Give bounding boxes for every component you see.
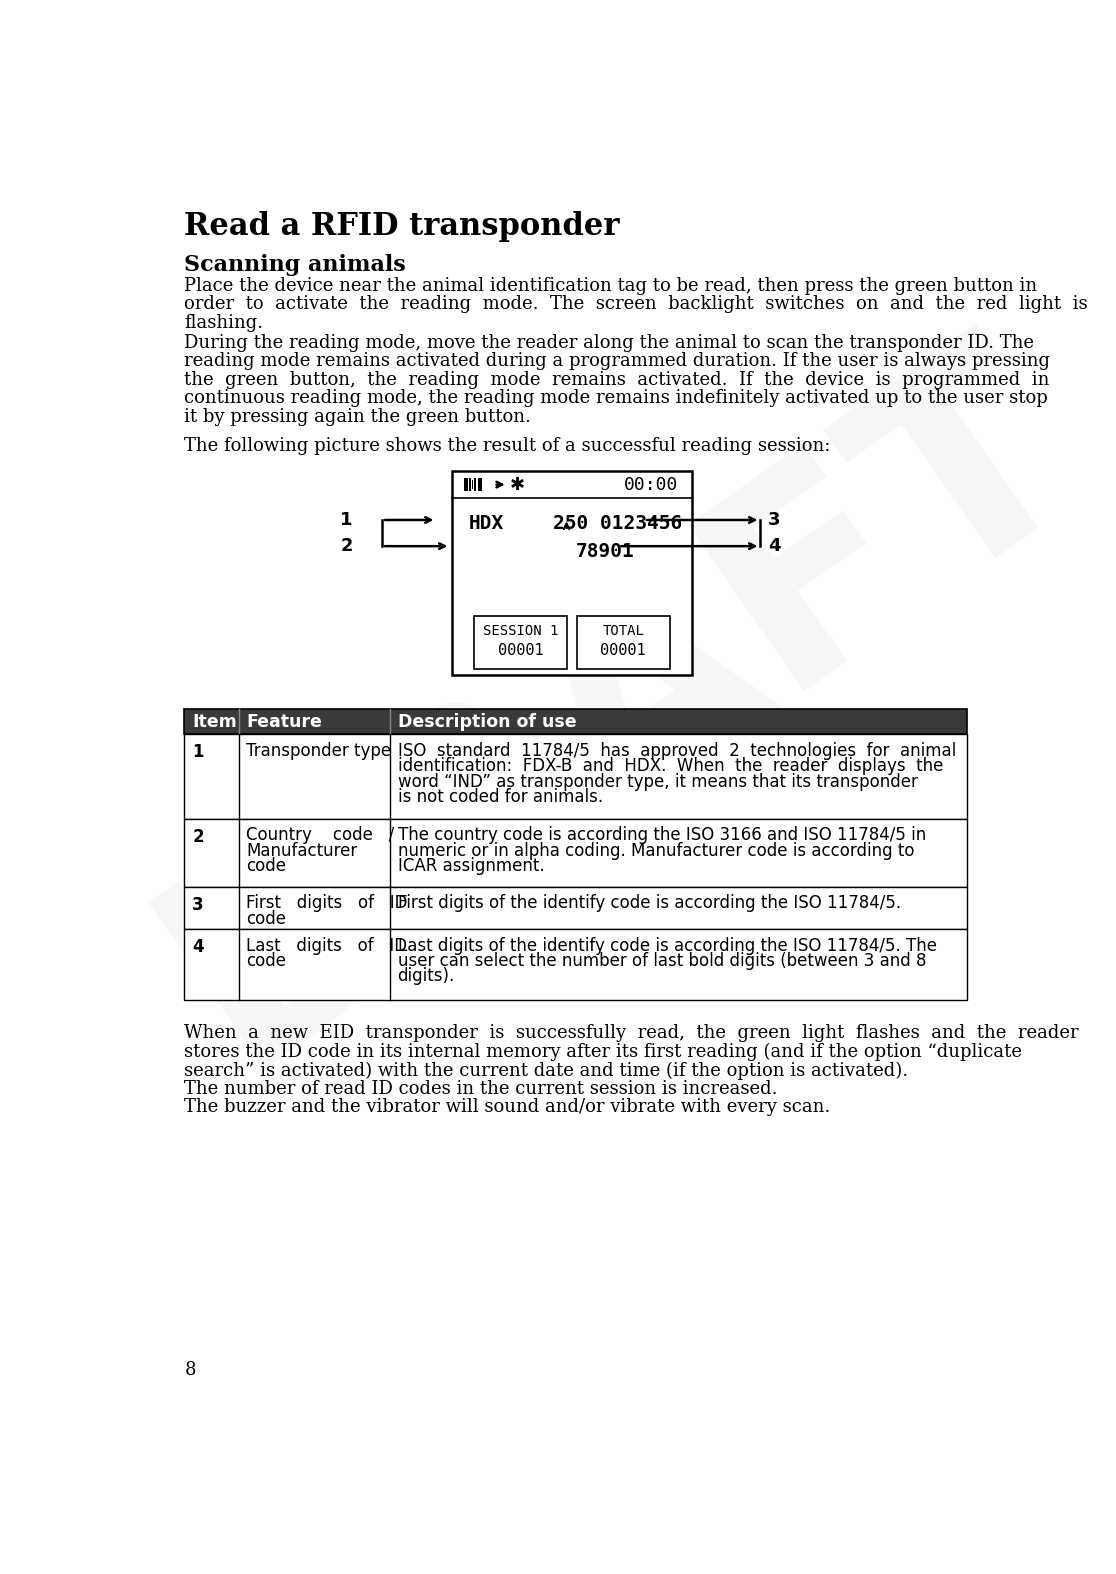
Text: code: code	[247, 910, 287, 927]
Text: digits).: digits).	[397, 968, 455, 985]
Text: ISO  standard  11784/5  has  approved  2  technologies  for  animal: ISO standard 11784/5 has approved 2 tech…	[397, 741, 955, 760]
Text: is not coded for animals.: is not coded for animals.	[397, 789, 603, 806]
Text: When  a  new  EID  transponder  is  successfully  read,  the  green  light  flas: When a new EID transponder is successful…	[184, 1025, 1079, 1042]
Text: user can select the number of last bold digits (between 3 and 8: user can select the number of last bold …	[397, 952, 926, 970]
Text: ICAR assignment.: ICAR assignment.	[397, 858, 545, 875]
Text: 00001: 00001	[600, 642, 646, 658]
Text: Description of use: Description of use	[397, 713, 576, 730]
Text: 00001: 00001	[498, 642, 543, 658]
Text: 3: 3	[192, 896, 204, 914]
Text: word “IND” as transponder type, it means that its transponder: word “IND” as transponder type, it means…	[397, 773, 917, 790]
Bar	[184, 929, 968, 999]
Text: 3: 3	[768, 512, 780, 529]
Text: 2: 2	[192, 828, 204, 845]
Bar	[473, 477, 475, 491]
Text: During the reading mode, move the reader along the animal to scan the transponde: During the reading mode, move the reader…	[184, 334, 1035, 351]
Bar	[184, 710, 968, 733]
Text: Scanning animals: Scanning animals	[184, 253, 406, 275]
Text: 1: 1	[192, 743, 204, 762]
Bar	[469, 477, 471, 491]
Bar	[184, 886, 968, 929]
Text: First digits of the identify code is according the ISO 11784/5.: First digits of the identify code is acc…	[397, 894, 901, 913]
Bar	[464, 477, 466, 491]
Text: it by pressing again the green button.: it by pressing again the green button.	[184, 408, 531, 425]
Text: The following picture shows the result of a successful reading session:: The following picture shows the result o…	[184, 438, 830, 455]
Text: 1: 1	[340, 512, 353, 529]
Text: Last   digits   of   ID: Last digits of ID	[247, 937, 407, 954]
Text: 2: 2	[340, 537, 353, 556]
Text: Transponder type: Transponder type	[247, 741, 392, 760]
Text: code: code	[247, 858, 287, 875]
Text: TOTAL: TOTAL	[603, 623, 644, 637]
Text: Feature: Feature	[247, 713, 323, 730]
Text: 250 0123456: 250 0123456	[552, 513, 682, 534]
Text: Item: Item	[192, 713, 237, 730]
Text: Read a RFID transponder: Read a RFID transponder	[184, 211, 620, 242]
Text: The country code is according the ISO 3166 and ISO 11784/5 in: The country code is according the ISO 31…	[397, 826, 926, 844]
Text: numeric or in alpha coding. Manufacturer code is according to: numeric or in alpha coding. Manufacturer…	[397, 842, 914, 859]
Text: Manufacturer: Manufacturer	[247, 842, 358, 859]
Text: Place the device near the animal identification tag to be read, then press the g: Place the device near the animal identif…	[184, 277, 1038, 294]
Text: stores the ID code in its internal memory after its first reading (and if the op: stores the ID code in its internal memor…	[184, 1044, 1022, 1061]
Text: Country    code   /: Country code /	[247, 826, 395, 844]
Text: 78901: 78901	[576, 541, 635, 560]
Text: 4: 4	[768, 537, 780, 556]
Text: DRAFT: DRAFT	[117, 299, 1116, 1116]
Text: The number of read ID codes in the current session is increased.: The number of read ID codes in the curre…	[184, 1080, 778, 1097]
Bar	[184, 818, 968, 886]
Text: reading mode remains activated during a programmed duration. If the user is alwa: reading mode remains activated during a …	[184, 353, 1050, 370]
Text: continuous reading mode, the reading mode remains indefinitely activated up to t: continuous reading mode, the reading mod…	[184, 389, 1048, 408]
Text: 8: 8	[184, 1362, 196, 1379]
Text: Last digits of the identify code is according the ISO 11784/5. The: Last digits of the identify code is acco…	[397, 937, 936, 954]
Text: search” is activated) with the current date and time (if the option is activated: search” is activated) with the current d…	[184, 1061, 908, 1080]
Text: 4: 4	[192, 938, 204, 955]
Bar	[478, 477, 481, 491]
Bar	[474, 617, 567, 669]
Text: code: code	[247, 952, 287, 970]
Text: HDX: HDX	[469, 513, 504, 534]
Text: First   digits   of   ID: First digits of ID	[247, 894, 408, 913]
Text: ✱: ✱	[509, 475, 525, 494]
Text: SESSION 1: SESSION 1	[483, 623, 558, 637]
Text: identification:  FDX-B  and  HDX.  When  the  reader  displays  the: identification: FDX-B and HDX. When the …	[397, 757, 943, 774]
Text: flashing.: flashing.	[184, 313, 263, 332]
Bar	[184, 733, 968, 818]
Bar	[577, 617, 670, 669]
Text: 00:00: 00:00	[624, 475, 679, 494]
Text: the  green  button,  the  reading  mode  remains  activated.  If  the  device  i: the green button, the reading mode remai…	[184, 370, 1050, 389]
Bar	[452, 471, 692, 675]
Text: order  to  activate  the  reading  mode.  The  screen  backlight  switches  on  : order to activate the reading mode. The …	[184, 296, 1088, 313]
Text: The buzzer and the vibrator will sound and/or vibrate with every scan.: The buzzer and the vibrator will sound a…	[184, 1099, 830, 1116]
